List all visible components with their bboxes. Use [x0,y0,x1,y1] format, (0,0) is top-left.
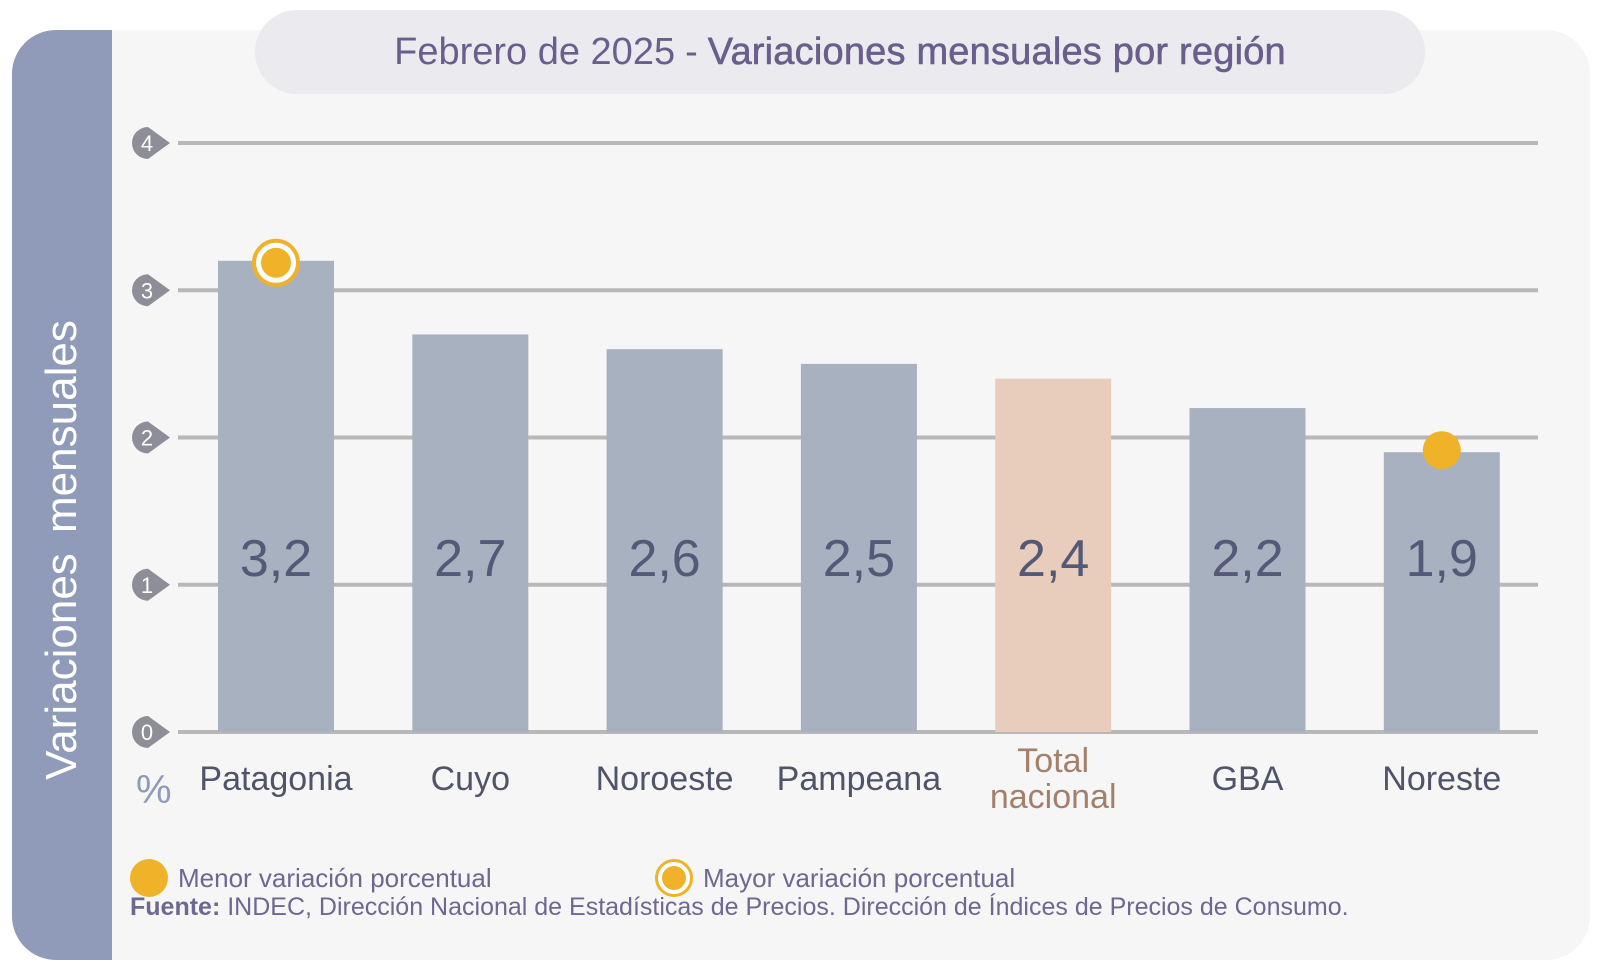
min-marker-icon [130,859,168,897]
chart-title: Febrero de 2025 - Variaciones mensuales … [255,10,1425,94]
bar-3 [800,363,917,732]
legend-max-label: Mayor variación porcentual [703,862,1016,893]
y-tick-label-1: 1 [141,573,153,598]
min-marker-dot [1422,431,1461,470]
legend-min: Menor variación porcentual [130,858,492,898]
value-label-0: 3,2 [240,530,312,588]
bar-4 [995,378,1112,732]
y-tick-label-0: 0 [141,720,153,745]
category-label-1: Cuyo [431,760,510,798]
title-separator: - [685,30,698,73]
category-label-2: Noroeste [596,760,734,798]
max-marker-dot [261,247,291,278]
legend-min-label: Menor variación porcentual [178,862,492,893]
title-period: Febrero de 2025 [394,30,676,73]
legend-max: Mayor variación porcentual [655,858,1015,898]
bar-1 [412,334,529,732]
y-tick-badge-4 [132,127,170,159]
category-label-3: Pampeana [777,760,942,798]
value-label-2: 2,6 [628,530,700,588]
source-text: INDEC, Dirección Nacional de Estadística… [227,893,1349,921]
bar-5 [1189,408,1306,732]
bar-2 [606,349,723,732]
category-label-4: Total nacional [990,742,1117,816]
source-note: Fuente: INDEC, Dirección Nacional de Est… [130,893,1349,922]
category-label-6: Noreste [1382,760,1501,798]
bar-0 [218,260,334,732]
value-label-3: 2,5 [823,530,895,588]
value-label-5: 2,2 [1211,530,1283,588]
value-label-6: 1,9 [1406,530,1478,588]
category-label-0: Patagonia [199,760,352,798]
source-label: Fuente: [130,893,221,921]
bar-6 [1383,452,1500,732]
title-main: Variaciones mensuales por región [707,30,1286,73]
sidebar: Variaciones mensuales [12,30,112,960]
y-tick-badge-1 [132,568,170,601]
y-tick-label-4: 4 [141,131,153,156]
value-label-1: 2,7 [434,530,506,588]
y-tick-badge-2 [132,421,170,454]
y-tick-badge-3 [132,274,170,307]
y-tick-label-3: 3 [141,278,153,303]
category-label-5: GBA [1212,760,1284,798]
y-tick-label-2: 2 [141,426,153,451]
y-tick-badge-0 [132,716,170,748]
unit-label: % [136,768,172,812]
max-marker-icon [655,859,693,897]
value-label-4: 2,4 [1017,530,1089,588]
